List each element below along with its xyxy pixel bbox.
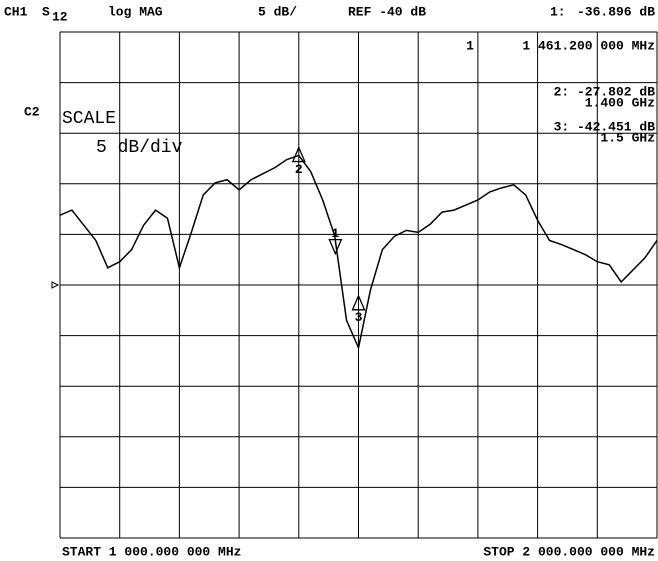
trace: [59, 154, 658, 351]
ref-marker: [51, 281, 60, 289]
param: S: [42, 4, 50, 19]
marker-readout: 1.400 GHz: [585, 95, 655, 110]
scale-title: SCALE: [62, 109, 116, 129]
marker: [291, 145, 306, 163]
marker-readout: -36.896 dB: [577, 4, 655, 19]
marker: [351, 294, 366, 311]
param-sub: 12: [52, 9, 68, 24]
marker-id: 2: [295, 162, 303, 177]
channel: CH1: [4, 4, 28, 19]
ref: REF -40 dB: [348, 4, 426, 19]
marker-id: 3: [355, 310, 363, 325]
start: START 1 000.000 000 MHz: [62, 544, 241, 559]
marker-readout: 3: -42.451 dB: [554, 119, 656, 134]
marker-id: 1:: [550, 4, 566, 19]
marker: [328, 238, 343, 256]
scale-value: 5 dB/div: [96, 138, 183, 158]
marker-id: 1: [331, 226, 339, 241]
scale: 5 dB/: [258, 4, 297, 19]
format: log MAG: [108, 4, 163, 19]
marker-readout: 1.5 GHz: [600, 130, 655, 145]
stop: STOP 2 000.000 000 MHz: [483, 544, 655, 559]
marker-readout: 2: -27.802 dB: [554, 84, 656, 99]
marker-readout: 1: [466, 38, 474, 53]
marker-readout: 1 461.200 000 MHz: [522, 38, 655, 53]
channel2: C2: [24, 104, 40, 119]
